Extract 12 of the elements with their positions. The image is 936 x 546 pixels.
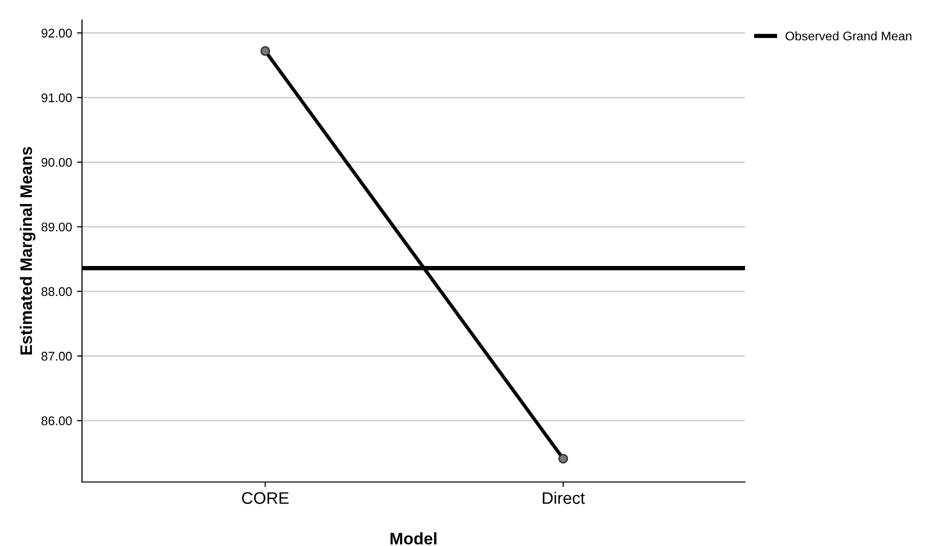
y-tick-label: 87.00 (42, 352, 72, 361)
y-tick-label: 89.00 (42, 222, 72, 232)
legend-label: Observed Grand Mean (786, 31, 912, 40)
y-tick-label: 92.00 (42, 28, 72, 38)
x-tick-label: Direct (542, 492, 585, 504)
y-tick-label: 88.00 (42, 287, 72, 296)
y-axis-title: Estimated Marginal Means (20, 147, 36, 355)
y-tick-label: 90.00 (42, 158, 72, 167)
x-tick-label: CORE (242, 492, 289, 504)
x-axis-title: Model (390, 532, 436, 544)
y-tick-label: 91.00 (42, 93, 72, 102)
y-tick-label: 86.00 (42, 416, 72, 426)
